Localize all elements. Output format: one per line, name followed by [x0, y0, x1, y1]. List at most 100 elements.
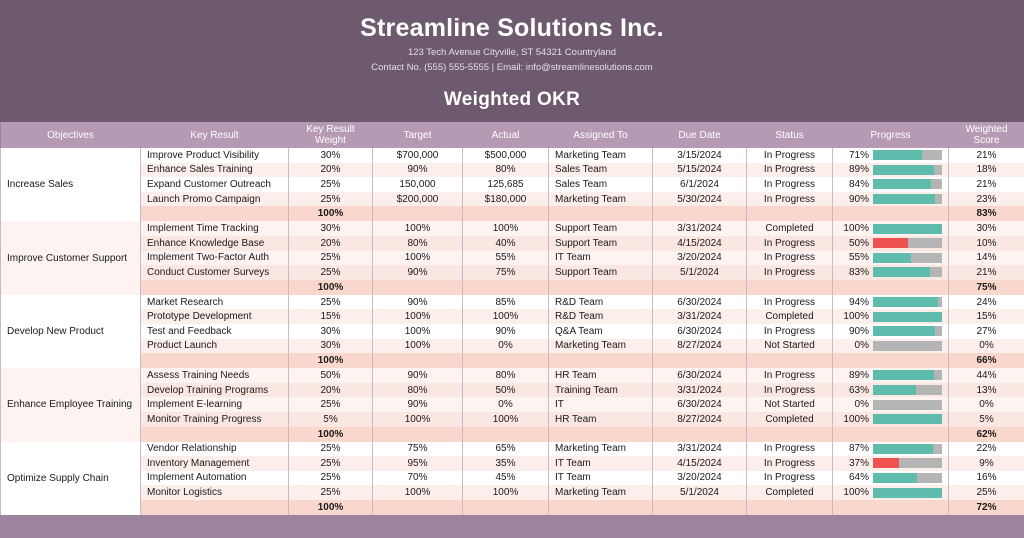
actual-cell[interactable]: 125,685 [462, 177, 549, 192]
objective-cell[interactable]: Improve Customer Support [0, 221, 141, 295]
assigned-to-cell[interactable]: Marketing Team [548, 191, 653, 207]
key-result-weight-cell[interactable]: 25% [288, 250, 373, 266]
weighted-score-cell[interactable]: 0% [948, 338, 1024, 354]
key-result-cell[interactable]: Vendor Relationship [140, 441, 289, 457]
status-cell[interactable]: In Progress [746, 162, 833, 178]
key-result-cell[interactable]: Implement Time Tracking [140, 221, 289, 236]
status-cell[interactable]: Not Started [746, 397, 833, 412]
progress-cell[interactable]: 63% [832, 382, 949, 398]
actual-cell[interactable]: 100% [462, 309, 549, 324]
actual-cell[interactable]: 50% [462, 382, 549, 398]
status-cell[interactable]: Completed [746, 309, 833, 324]
weighted-score-cell[interactable]: 44% [948, 368, 1024, 383]
target-cell[interactable]: 90% [372, 294, 463, 310]
due-date-cell[interactable]: 6/30/2024 [652, 368, 747, 383]
objective-cell[interactable]: Enhance Employee Training [0, 368, 141, 442]
actual-cell[interactable]: 80% [462, 162, 549, 178]
due-date-cell[interactable]: 6/30/2024 [652, 397, 747, 412]
table-row[interactable]: Monitor Logistics 25% 100% 100% Marketing Te… [1, 485, 1024, 500]
weighted-score-cell[interactable]: 5% [948, 411, 1024, 427]
table-row[interactable]: Implement E-learning 25% 90% 0% IT 6/30/2024 N… [1, 397, 1024, 412]
assigned-to-cell[interactable]: Q&A Team [548, 323, 653, 339]
actual-cell[interactable]: 100% [462, 485, 549, 500]
key-result-weight-cell[interactable]: 25% [288, 470, 373, 486]
column-header-target[interactable]: Target [372, 122, 463, 148]
actual-cell[interactable]: $500,000 [462, 148, 549, 163]
actual-cell[interactable]: $180,000 [462, 191, 549, 207]
due-date-cell[interactable]: 3/20/2024 [652, 470, 747, 486]
progress-cell[interactable]: 90% [832, 323, 949, 339]
due-date-cell[interactable]: 6/30/2024 [652, 323, 747, 339]
key-result-weight-cell[interactable]: 25% [288, 265, 373, 280]
status-cell[interactable]: Completed [746, 221, 833, 236]
target-cell[interactable]: 90% [372, 368, 463, 383]
due-date-cell[interactable]: 6/1/2024 [652, 177, 747, 192]
actual-cell[interactable]: 55% [462, 250, 549, 266]
assigned-to-cell[interactable]: Marketing Team [548, 441, 653, 457]
progress-cell[interactable]: 94% [832, 294, 949, 310]
weighted-score-cell[interactable]: 21% [948, 265, 1024, 280]
key-result-cell[interactable]: Monitor Logistics [140, 485, 289, 500]
column-header-objectives[interactable]: Objectives [0, 122, 141, 148]
assigned-to-cell[interactable]: R&D Team [548, 294, 653, 310]
assigned-to-cell[interactable]: HR Team [548, 368, 653, 383]
key-result-cell[interactable]: Product Launch [140, 338, 289, 354]
progress-cell[interactable]: 0% [832, 338, 949, 354]
progress-cell[interactable]: 83% [832, 265, 949, 280]
weighted-score-cell[interactable]: 13% [948, 382, 1024, 398]
progress-cell[interactable]: 100% [832, 309, 949, 324]
progress-cell[interactable]: 87% [832, 441, 949, 457]
target-cell[interactable]: 90% [372, 162, 463, 178]
actual-cell[interactable]: 80% [462, 368, 549, 383]
actual-cell[interactable]: 40% [462, 235, 549, 251]
weighted-score-cell[interactable]: 14% [948, 250, 1024, 266]
weighted-score-cell[interactable]: 23% [948, 191, 1024, 207]
progress-cell[interactable]: 89% [832, 368, 949, 383]
target-cell[interactable]: 80% [372, 235, 463, 251]
key-result-cell[interactable]: Implement E-learning [140, 397, 289, 412]
target-cell[interactable]: 90% [372, 397, 463, 412]
objective-cell[interactable]: Develop New Product [0, 294, 141, 369]
table-row[interactable]: Prototype Development 15% 100% 100% R&D Team… [1, 309, 1024, 324]
status-cell[interactable]: Completed [746, 485, 833, 500]
weighted-score-cell[interactable]: 15% [948, 309, 1024, 324]
table-row[interactable]: Implement Two-Factor Auth 25% 100% 55% IT Te… [1, 250, 1024, 266]
table-row[interactable]: Test and Feedback 30% 100% 90% Q&A Team 6/30/… [1, 323, 1024, 339]
weighted-score-cell[interactable]: 30% [948, 221, 1024, 236]
status-cell[interactable]: In Progress [746, 177, 833, 192]
target-cell[interactable]: 100% [372, 485, 463, 500]
key-result-cell[interactable]: Test and Feedback [140, 323, 289, 339]
table-row[interactable]: Inventory Management 25% 95% 35% IT Team 4/15… [1, 456, 1024, 471]
column-header-weighted-score[interactable]: Weighted Score [948, 122, 1024, 148]
column-header-key-result[interactable]: Key Result [140, 122, 289, 148]
actual-cell[interactable]: 100% [462, 221, 549, 236]
assigned-to-cell[interactable]: Support Team [548, 265, 653, 280]
objective-cell[interactable]: Optimize Supply Chain [0, 441, 141, 515]
key-result-cell[interactable]: Implement Automation [140, 470, 289, 486]
assigned-to-cell[interactable]: IT Team [548, 250, 653, 266]
due-date-cell[interactable]: 4/15/2024 [652, 456, 747, 471]
target-cell[interactable]: 100% [372, 338, 463, 354]
table-row[interactable]: Enhance Employee Training Assess Training… [0, 368, 1024, 442]
due-date-cell[interactable]: 3/31/2024 [652, 309, 747, 324]
progress-cell[interactable]: 89% [832, 162, 949, 178]
table-row[interactable]: Increase Sales Improve Product Visibility… [0, 148, 1024, 222]
progress-cell[interactable]: 64% [832, 470, 949, 486]
due-date-cell[interactable]: 3/31/2024 [652, 221, 747, 236]
due-date-cell[interactable]: 5/1/2024 [652, 485, 747, 500]
progress-cell[interactable]: 71% [832, 148, 949, 163]
due-date-cell[interactable]: 4/15/2024 [652, 235, 747, 251]
table-row[interactable]: Conduct Customer Surveys 25% 90% 75% Support… [1, 265, 1024, 280]
status-cell[interactable]: In Progress [746, 235, 833, 251]
assigned-to-cell[interactable]: IT [548, 397, 653, 412]
target-cell[interactable]: 80% [372, 382, 463, 398]
table-row[interactable]: Monitor Training Progress 5% 100% 100% HR Te… [1, 411, 1024, 427]
status-cell[interactable]: In Progress [746, 265, 833, 280]
assigned-to-cell[interactable]: Sales Team [548, 162, 653, 178]
weighted-score-cell[interactable]: 0% [948, 397, 1024, 412]
column-header-assigned-to[interactable]: Assigned To [548, 122, 653, 148]
assigned-to-cell[interactable]: HR Team [548, 411, 653, 427]
progress-cell[interactable]: 84% [832, 177, 949, 192]
key-result-cell[interactable]: Assess Training Needs [140, 368, 289, 383]
table-row[interactable]: Develop Training Programs 20% 80% 50% Traini… [1, 382, 1024, 398]
